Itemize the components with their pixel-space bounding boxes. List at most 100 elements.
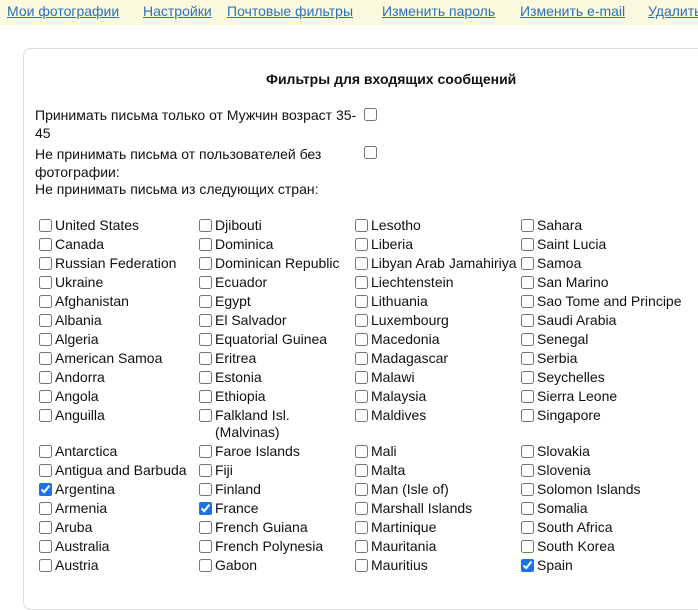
- nav-link[interactable]: Настройки: [143, 3, 212, 19]
- country-checkbox[interactable]: [355, 540, 368, 553]
- country-checkbox[interactable]: [521, 502, 534, 515]
- country-option[interactable]: Estonia: [198, 369, 354, 386]
- country-checkbox[interactable]: [521, 390, 534, 403]
- country-checkbox[interactable]: [199, 295, 212, 308]
- country-option[interactable]: French Guiana: [198, 519, 354, 536]
- country-checkbox[interactable]: [39, 276, 52, 289]
- country-checkbox[interactable]: [39, 371, 52, 384]
- country-option[interactable]: Marshall Islands: [354, 500, 520, 517]
- nav-link[interactable]: Изменить пароль: [382, 3, 496, 19]
- country-option[interactable]: Man (Isle of): [354, 481, 520, 498]
- country-option[interactable]: Saint Lucia: [520, 236, 690, 253]
- country-option[interactable]: Samoa: [520, 255, 690, 272]
- country-option[interactable]: United States: [38, 217, 198, 234]
- country-option[interactable]: Anguilla: [38, 407, 198, 424]
- country-option[interactable]: Falkland Isl. (Malvinas): [198, 407, 354, 441]
- country-checkbox[interactable]: [521, 483, 534, 496]
- country-checkbox[interactable]: [521, 464, 534, 477]
- country-option[interactable]: Ukraine: [38, 274, 198, 291]
- country-option[interactable]: South Korea: [520, 538, 690, 555]
- country-checkbox[interactable]: [355, 483, 368, 496]
- country-option[interactable]: Malta: [354, 462, 520, 479]
- country-option[interactable]: Albania: [38, 312, 198, 329]
- country-checkbox[interactable]: [521, 371, 534, 384]
- country-checkbox[interactable]: [39, 314, 52, 327]
- country-checkbox[interactable]: [39, 540, 52, 553]
- country-option[interactable]: Dominica: [198, 236, 354, 253]
- country-checkbox[interactable]: [355, 371, 368, 384]
- country-checkbox[interactable]: [199, 257, 212, 270]
- country-option[interactable]: Finland: [198, 481, 354, 498]
- country-checkbox[interactable]: [521, 333, 534, 346]
- country-checkbox[interactable]: [521, 219, 534, 232]
- country-checkbox[interactable]: [521, 314, 534, 327]
- country-checkbox[interactable]: [355, 238, 368, 251]
- country-option[interactable]: Mali: [354, 443, 520, 460]
- country-checkbox[interactable]: [199, 445, 212, 458]
- country-checkbox[interactable]: [199, 352, 212, 365]
- country-checkbox[interactable]: [199, 276, 212, 289]
- country-option[interactable]: Lesotho: [354, 217, 520, 234]
- country-option[interactable]: Ethiopia: [198, 388, 354, 405]
- country-checkbox[interactable]: [199, 502, 212, 515]
- country-option[interactable]: Egypt: [198, 293, 354, 310]
- country-option[interactable]: Liechtenstein: [354, 274, 520, 291]
- country-checkbox[interactable]: [199, 464, 212, 477]
- country-option[interactable]: American Samoa: [38, 350, 198, 367]
- country-option[interactable]: Malawi: [354, 369, 520, 386]
- country-checkbox[interactable]: [199, 540, 212, 553]
- country-option[interactable]: Austria: [38, 557, 198, 574]
- country-option[interactable]: Antarctica: [38, 443, 198, 460]
- country-checkbox[interactable]: [39, 445, 52, 458]
- country-option[interactable]: Somalia: [520, 500, 690, 517]
- country-option[interactable]: South Africa: [520, 519, 690, 536]
- country-option[interactable]: Djibouti: [198, 217, 354, 234]
- country-checkbox[interactable]: [39, 409, 52, 422]
- country-option[interactable]: Australia: [38, 538, 198, 555]
- country-checkbox[interactable]: [39, 521, 52, 534]
- country-option[interactable]: Serbia: [520, 350, 690, 367]
- country-checkbox[interactable]: [355, 521, 368, 534]
- country-checkbox[interactable]: [521, 295, 534, 308]
- nav-link[interactable]: Удалить: [648, 3, 698, 19]
- country-checkbox[interactable]: [39, 295, 52, 308]
- country-option[interactable]: Luxembourg: [354, 312, 520, 329]
- country-option[interactable]: Martinique: [354, 519, 520, 536]
- country-checkbox[interactable]: [355, 409, 368, 422]
- country-checkbox[interactable]: [355, 314, 368, 327]
- country-checkbox[interactable]: [199, 521, 212, 534]
- country-checkbox[interactable]: [355, 295, 368, 308]
- country-option[interactable]: Seychelles: [520, 369, 690, 386]
- country-option[interactable]: Solomon Islands: [520, 481, 690, 498]
- nav-link[interactable]: Изменить e-mail: [520, 3, 626, 19]
- country-checkbox[interactable]: [521, 540, 534, 553]
- country-checkbox[interactable]: [521, 352, 534, 365]
- country-checkbox[interactable]: [355, 276, 368, 289]
- country-option[interactable]: Liberia: [354, 236, 520, 253]
- country-option[interactable]: Armenia: [38, 500, 198, 517]
- country-option[interactable]: Algeria: [38, 331, 198, 348]
- country-option[interactable]: Spain: [520, 557, 690, 574]
- country-option[interactable]: Malaysia: [354, 388, 520, 405]
- country-checkbox[interactable]: [199, 390, 212, 403]
- country-checkbox[interactable]: [199, 409, 212, 422]
- country-checkbox[interactable]: [199, 219, 212, 232]
- country-option[interactable]: Russian Federation: [38, 255, 198, 272]
- option-checkbox[interactable]: [364, 108, 377, 121]
- country-checkbox[interactable]: [521, 521, 534, 534]
- country-checkbox[interactable]: [199, 483, 212, 496]
- nav-link[interactable]: Мои фотографии: [7, 3, 120, 19]
- country-option[interactable]: France: [198, 500, 354, 517]
- country-option[interactable]: Sao Tome and Principe: [520, 293, 690, 310]
- country-option[interactable]: Mauritania: [354, 538, 520, 555]
- country-option[interactable]: Mauritius: [354, 557, 520, 574]
- country-checkbox[interactable]: [521, 257, 534, 270]
- country-checkbox[interactable]: [39, 333, 52, 346]
- country-checkbox[interactable]: [199, 371, 212, 384]
- country-option[interactable]: Dominican Republic: [198, 255, 354, 272]
- country-option[interactable]: Fiji: [198, 462, 354, 479]
- country-checkbox[interactable]: [521, 238, 534, 251]
- country-option[interactable]: Libyan Arab Jamahiriya: [354, 255, 520, 272]
- country-checkbox[interactable]: [521, 276, 534, 289]
- country-checkbox[interactable]: [355, 502, 368, 515]
